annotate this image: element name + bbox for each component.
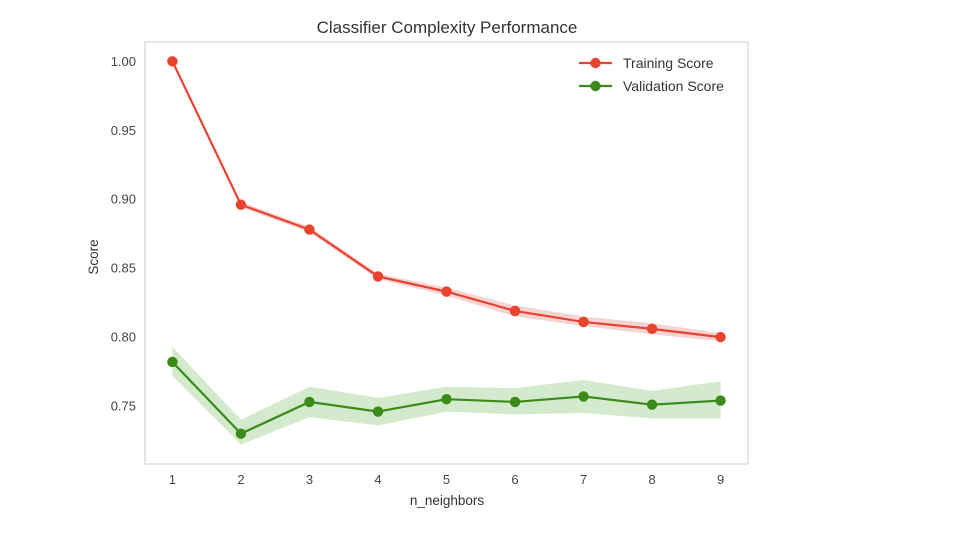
training-score-point	[235, 199, 247, 210]
validation-score-point	[509, 396, 521, 408]
legend-label-validation-score: Validation Score	[623, 78, 724, 94]
training-score-point	[509, 305, 521, 317]
y-tick-label: 0.80	[111, 330, 136, 345]
x-tick-label: 9	[717, 472, 724, 487]
y-axis-ticks: 0.75 0.80 0.85 0.90 0.95 1.00	[111, 54, 136, 414]
validation-score-point	[441, 393, 452, 405]
training-score-point	[304, 224, 315, 235]
legend-marker-validation-score	[590, 80, 601, 92]
y-tick-label: 0.90	[111, 192, 136, 207]
validation-score-point	[646, 399, 658, 410]
y-tick-label: 0.85	[111, 261, 136, 276]
legend-marker-training-score	[590, 57, 601, 69]
chart-title: Classifier Complexity Performance	[317, 18, 578, 37]
training-score-point	[372, 271, 384, 282]
y-tick-label: 1.00	[111, 54, 136, 69]
x-tick-label: 7	[580, 472, 587, 487]
training-score-point	[167, 56, 178, 67]
x-tick-label: 4	[374, 472, 381, 487]
validation-score-point	[715, 395, 726, 406]
y-tick-label: 0.75	[111, 399, 136, 414]
validation-score-point	[167, 356, 178, 368]
y-tick-label: 0.95	[111, 123, 136, 138]
series-points	[167, 56, 726, 439]
x-tick-label: 3	[306, 472, 313, 487]
validation-score-point	[235, 428, 247, 439]
training-score-point	[715, 331, 726, 343]
validation-score-point	[372, 406, 384, 417]
x-tick-label: 1	[169, 472, 176, 487]
y-axis-label: Score	[86, 239, 101, 274]
legend-label-training-score: Training Score	[623, 55, 714, 71]
x-tick-label: 2	[237, 472, 244, 487]
x-axis-label: n_neighbors	[410, 493, 485, 508]
x-tick-label: 8	[648, 472, 655, 487]
training-score-point	[578, 316, 589, 328]
training-score-point	[441, 286, 452, 297]
x-axis-ticks: 1 2 3 4 5 6 7 8 9	[169, 472, 724, 487]
x-tick-label: 5	[443, 472, 450, 487]
x-tick-label: 6	[511, 472, 518, 487]
legend: Training Score Validation Score	[579, 55, 724, 94]
validation-score-point	[578, 391, 589, 402]
training-score-point	[646, 323, 658, 335]
validation-score-point	[304, 396, 315, 408]
